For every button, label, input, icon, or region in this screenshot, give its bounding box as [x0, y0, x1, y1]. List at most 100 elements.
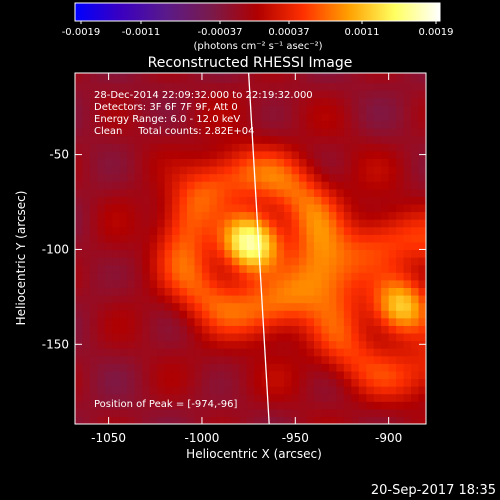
- heatmap-cell: [216, 143, 225, 152]
- heatmap-cell: [157, 393, 166, 402]
- heatmap-cell: [104, 370, 113, 380]
- heatmap-cell: [89, 188, 99, 197]
- heatmap-cell: [351, 143, 360, 152]
- heatmap-cell: [157, 416, 166, 424]
- heatmap-cell: [284, 355, 293, 364]
- heatmap-cell: [269, 158, 278, 167]
- heatmap-cell: [112, 294, 121, 304]
- heatmap-cell: [142, 287, 151, 296]
- heatmap-cell: [201, 401, 211, 410]
- heatmap-cell: [187, 150, 196, 159]
- heatmap-cell: [119, 211, 128, 220]
- heatmap-cell: [127, 234, 136, 243]
- heatmap-cell: [134, 310, 143, 319]
- heatmap-cell: [172, 310, 181, 319]
- heatmap-cell: [224, 150, 233, 159]
- heatmap-cell: [179, 279, 188, 288]
- heatmap-cell: [276, 90, 285, 99]
- heatmap-cell: [149, 355, 158, 364]
- colorbar-ticks: [80, 21, 437, 24]
- heatmap-cell: [246, 317, 255, 326]
- heatmap-cell: [149, 264, 158, 273]
- heatmap-cell: [381, 264, 390, 273]
- heatmap-cell: [216, 211, 225, 220]
- heatmap-cell: [194, 143, 203, 152]
- heatmap-cell: [231, 120, 240, 129]
- heatmap-cell: [89, 135, 99, 144]
- heatmap-cell: [246, 363, 255, 372]
- heatmap-cell: [418, 97, 426, 106]
- heatmap-cell: [254, 196, 263, 205]
- heatmap-cell: [343, 241, 352, 251]
- heatmap-cell: [164, 120, 173, 129]
- heatmap-cell: [194, 340, 203, 349]
- heatmap-cell: [418, 378, 426, 387]
- heatmap-cell: [269, 105, 278, 114]
- heatmap-cell: [89, 241, 99, 251]
- heatmap-cell: [358, 257, 367, 266]
- heatmap-cell: [284, 287, 293, 296]
- heatmap-cell: [411, 325, 420, 334]
- heatmap-cell: [75, 287, 84, 296]
- heatmap-cell: [313, 317, 323, 326]
- heatmap-cell: [127, 302, 136, 311]
- heatmap-cell: [119, 393, 128, 402]
- heatmap-cell: [276, 188, 285, 197]
- heatmap-cell: [373, 325, 382, 334]
- heatmap-cell: [343, 181, 352, 190]
- heatmap-cell: [313, 82, 323, 91]
- heatmap-cell: [112, 241, 121, 251]
- heatmap-cell: [396, 150, 405, 159]
- heatmap-cell: [112, 211, 121, 220]
- heatmap-cell: [373, 143, 382, 152]
- heatmap-cell: [224, 386, 233, 395]
- heatmap-cell: [388, 173, 397, 182]
- heatmap-cell: [276, 370, 285, 380]
- heatmap-cell: [134, 135, 143, 144]
- heatmap-cell: [388, 82, 397, 91]
- heatmap-cell: [284, 73, 293, 76]
- heatmap-cell: [336, 325, 345, 334]
- heatmap-cell: [194, 150, 203, 159]
- heatmap-cell: [291, 219, 300, 228]
- heatmap-cell: [358, 279, 367, 288]
- heatmap-cell: [328, 219, 337, 228]
- heatmap-cell: [164, 386, 173, 395]
- heatmap-cell: [276, 211, 285, 220]
- heatmap-cell: [336, 128, 345, 137]
- heatmap-cell: [313, 370, 323, 380]
- heatmap-cell: [299, 82, 308, 91]
- heatmap-cell: [388, 128, 397, 137]
- heatmap-cell: [142, 196, 151, 205]
- heatmap-cell: [224, 112, 233, 122]
- heatmap-cell: [321, 401, 330, 410]
- heatmap-cell: [276, 97, 285, 106]
- heatmap-cell: [82, 310, 91, 319]
- heatmap-cell: [373, 203, 382, 213]
- heatmap-cell: [149, 249, 158, 258]
- heatmap-cell: [411, 82, 420, 91]
- heatmap-cell: [328, 408, 337, 418]
- heatmap-cell: [343, 211, 352, 220]
- heatmap-cell: [127, 112, 136, 122]
- heatmap-cell: [89, 82, 99, 91]
- heatmap-cell: [388, 257, 397, 266]
- heatmap-cell: [119, 143, 128, 152]
- heatmap-cell: [201, 203, 211, 213]
- heatmap-cell: [75, 241, 84, 251]
- heatmap-cell: [343, 203, 352, 213]
- heatmap-cell: [239, 355, 248, 364]
- heatmap-cell: [276, 135, 285, 144]
- heatmap-cell: [194, 219, 203, 228]
- heatmap-cell: [179, 287, 188, 296]
- heatmap-cell: [201, 272, 211, 281]
- heatmap-cell: [358, 401, 367, 410]
- heatmap-cell: [351, 393, 360, 402]
- heatmap-cell: [381, 370, 390, 380]
- plot-area: -1050 -1000 -950 -900 -50-100-150: [42, 72, 427, 445]
- heatmap-cell: [254, 317, 263, 326]
- heatmap-cell: [313, 378, 323, 387]
- heatmap-cell: [343, 355, 352, 364]
- heatmap-cell: [366, 181, 375, 190]
- heatmap-cell: [418, 302, 426, 311]
